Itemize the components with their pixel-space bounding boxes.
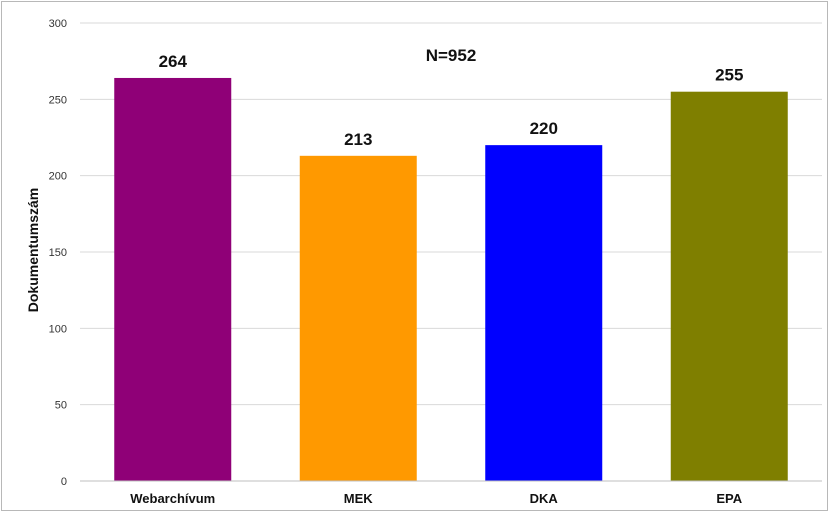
value-label: 213	[344, 130, 372, 149]
category-label: Webarchívum	[130, 491, 215, 506]
y-tick-label: 0	[61, 476, 67, 488]
y-axis-tick-labels: 0 50 100 150 200 250 300	[49, 18, 67, 488]
sample-size-annotation: N=952	[426, 46, 477, 65]
bar-webarchívum	[114, 77, 232, 482]
value-labels: 264 213 220 255	[159, 52, 744, 149]
y-tick-label: 300	[49, 18, 67, 30]
value-label: 264	[159, 52, 188, 71]
category-label: EPA	[716, 491, 742, 506]
bar-epa	[670, 91, 788, 481]
value-label: 220	[530, 119, 558, 138]
value-label: 255	[715, 66, 743, 85]
y-tick-label: 200	[49, 171, 67, 183]
y-tick-label: 250	[49, 94, 67, 106]
y-tick-label: 50	[55, 400, 67, 412]
bar-dka	[485, 145, 603, 481]
y-axis-title: Dokumentumszám	[25, 188, 41, 312]
bars	[114, 77, 788, 482]
y-tick-label: 100	[49, 323, 67, 335]
category-label: DKA	[530, 491, 559, 506]
bar-mek	[299, 155, 417, 481]
y-tick-label: 150	[49, 247, 67, 259]
x-axis-category-labels: Webarchívum MEK DKA EPA	[130, 491, 743, 506]
category-label: MEK	[344, 491, 374, 506]
